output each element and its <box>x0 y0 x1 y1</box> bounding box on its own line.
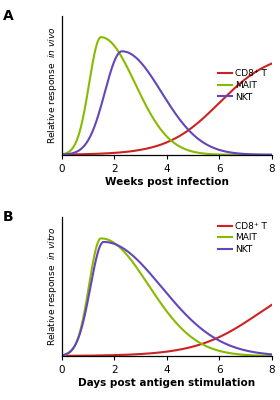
NKT <box>188 128 191 133</box>
Y-axis label: Relative response  $\it{in\ vitro}$: Relative response $\it{in\ vitro}$ <box>46 227 59 346</box>
NKT <box>241 152 244 156</box>
CD8⁺ T <box>194 122 197 127</box>
Line: CD8⁺ T: CD8⁺ T <box>62 305 272 356</box>
CD8⁺ T <box>241 79 244 84</box>
MAIT <box>220 349 223 354</box>
NKT <box>188 316 191 320</box>
MAIT <box>270 152 273 157</box>
NKT <box>60 152 63 157</box>
CD8⁺ T <box>194 344 197 348</box>
CD8⁺ T <box>182 346 185 351</box>
NKT <box>270 352 273 357</box>
NKT <box>220 148 223 153</box>
Legend: CD8⁺ T, MAIT, NKT: CD8⁺ T, MAIT, NKT <box>218 222 267 254</box>
X-axis label: Days post antigen stimulation: Days post antigen stimulation <box>78 378 255 388</box>
MAIT <box>99 236 103 241</box>
CD8⁺ T <box>73 152 76 157</box>
MAIT <box>182 146 185 151</box>
MAIT <box>270 354 273 358</box>
NKT <box>60 353 63 358</box>
CD8⁺ T <box>219 99 223 104</box>
NKT <box>182 122 185 127</box>
Line: NKT: NKT <box>62 242 272 355</box>
NKT <box>220 339 223 344</box>
MAIT <box>241 352 244 357</box>
NKT <box>73 344 76 349</box>
MAIT <box>188 333 191 338</box>
NKT <box>194 322 197 326</box>
CD8⁺ T <box>187 127 191 132</box>
CD8⁺ T <box>187 345 191 350</box>
NKT <box>194 134 197 139</box>
MAIT <box>241 152 244 157</box>
MAIT <box>60 353 63 358</box>
MAIT <box>188 148 191 153</box>
MAIT <box>73 143 76 148</box>
MAIT <box>182 328 185 333</box>
CD8⁺ T <box>270 61 273 66</box>
Y-axis label: Relative response  $\it{in\ vivo}$: Relative response $\it{in\ vivo}$ <box>46 26 59 144</box>
CD8⁺ T <box>241 322 244 327</box>
CD8⁺ T <box>182 131 185 136</box>
MAIT <box>73 344 76 349</box>
NKT <box>73 150 76 155</box>
Text: A: A <box>3 9 13 23</box>
NKT <box>120 49 124 54</box>
Line: MAIT: MAIT <box>62 37 272 155</box>
X-axis label: Weeks post infection: Weeks post infection <box>105 176 228 186</box>
CD8⁺ T <box>60 354 63 358</box>
NKT <box>182 310 185 315</box>
Line: NKT: NKT <box>62 51 272 155</box>
Line: CD8⁺ T: CD8⁺ T <box>62 64 272 154</box>
Line: MAIT: MAIT <box>62 238 272 356</box>
NKT <box>241 347 244 352</box>
Legend: CD8⁺ T, MAIT, NKT: CD8⁺ T, MAIT, NKT <box>218 69 267 102</box>
MAIT <box>60 152 63 157</box>
MAIT <box>220 152 223 157</box>
MAIT <box>194 150 197 155</box>
NKT <box>270 152 273 157</box>
NKT <box>102 240 105 244</box>
MAIT <box>194 338 197 342</box>
CD8⁺ T <box>60 152 63 157</box>
CD8⁺ T <box>270 302 273 307</box>
CD8⁺ T <box>73 353 76 358</box>
CD8⁺ T <box>219 334 223 339</box>
Text: B: B <box>3 210 13 224</box>
MAIT <box>99 35 103 40</box>
